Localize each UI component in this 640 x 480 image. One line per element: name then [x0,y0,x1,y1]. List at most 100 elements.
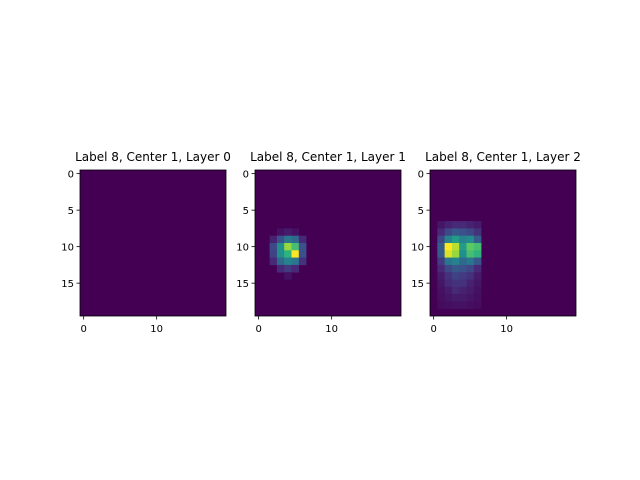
heatmap-cell [291,250,300,258]
heatmap-cell [437,257,445,266]
heatmap-cell [451,301,460,309]
heatmap-cell [466,243,475,251]
heatmap-cell [451,228,460,236]
heatmap-cell [444,301,453,309]
y-tick-label: 10 [411,242,424,253]
heatmap-cell [459,294,467,302]
heatmap-cell [466,272,475,280]
heatmap-cell [459,250,467,258]
y-tick-label: 15 [236,279,249,290]
y-tick-label: 5 [418,206,424,217]
heatmap-cell [473,250,482,258]
heatmap-cell [291,257,300,266]
heatmap-cell [284,250,292,258]
heatmap-cell [276,228,285,236]
x-tick-label: 0 [255,324,261,335]
heatmap-cell [284,228,292,236]
heatmap-cell [466,279,475,288]
heatmap-cell [444,235,453,244]
panel-title: Label 8, Center 1, Layer 0 [75,150,231,164]
heatmap-cell [466,228,475,236]
y-tick-label: 5 [243,206,249,217]
heatmap-cell [284,257,292,266]
heatmap-cell [451,250,460,258]
heatmap-cell [444,294,453,302]
axes-frame [79,169,227,317]
heatmap-cell [437,286,445,295]
heatmap-cell [276,250,285,258]
heatmap-cell [459,272,467,280]
heatmap-cell [473,301,482,309]
heatmap-cell [466,264,475,273]
heatmap-cell [437,228,445,236]
heatmap-cell [437,235,445,244]
heatmap-cell [451,235,460,244]
heatmap-cell [473,264,482,273]
heatmap-cell [444,257,453,266]
heatmap-cell [451,279,460,288]
heatmap-cell [451,243,460,251]
heatmap-cell [459,221,467,229]
heatmap-cell [459,264,467,273]
x-tick-label: 10 [500,324,513,335]
heatmap-cell [459,279,467,288]
heatmap-cell [284,243,292,251]
heatmap-cell [451,264,460,273]
x-tick-label: 10 [150,324,163,335]
heatmap-cell [451,294,460,302]
heatmap-cell [437,279,445,288]
heatmap-cell [284,264,292,273]
heatmap-cell [444,250,453,258]
heatmap-cell [451,286,460,295]
heatmap-cell [473,294,482,302]
heatmap-cell [466,221,475,229]
heatmap-cell [269,243,278,251]
heatmap-cell [298,235,307,244]
heatmap-cell [298,257,307,266]
y-tick-label: 15 [61,279,74,290]
heatmap-cell [284,235,292,244]
y-tick-label: 10 [61,242,74,253]
heatmap-cell [473,243,482,251]
heatmap-cell [451,272,460,280]
heatmap-cell [437,243,445,251]
heatmap-cell [451,221,460,229]
heatmap-cell [437,221,445,229]
y-tick-label: 0 [68,169,74,180]
heatmap-cell [466,294,475,302]
heatmap-cell [466,286,475,295]
heatmap-cell [298,250,307,258]
heatmap-cell [444,228,453,236]
heatmap-cell [473,279,482,288]
heatmap-cell [451,257,460,266]
heatmap-cell [276,243,285,251]
heatmap-cell [298,243,307,251]
heatmap-panel: 0 10 0 5 10 15 Label 8, Center 1, Layer 2 [411,150,581,335]
heatmap-cell [444,221,453,229]
heatmap-cell [437,250,445,258]
heatmap-cell [473,286,482,295]
heatmap-cell [459,243,467,251]
y-tick-label: 0 [418,169,424,180]
panel-title: Label 8, Center 1, Layer 1 [250,150,406,164]
heatmap-cell [466,235,475,244]
heatmap-cell [444,272,453,280]
heatmap-cell [444,264,453,273]
heatmap-cell [473,235,482,244]
heatmap-cell [284,272,292,280]
heatmap-cell [291,264,300,273]
heatmap-cell [291,235,300,244]
y-tick-label: 10 [236,242,249,253]
heatmap-cell [444,279,453,288]
y-tick-label: 0 [243,169,249,180]
panel-title: Label 8, Center 1, Layer 2 [425,150,581,164]
heatmap-cell [459,301,467,309]
heatmap-cell [269,250,278,258]
heatmap-cell [437,301,445,309]
heatmap-cell [466,301,475,309]
heatmap-cell [437,264,445,273]
heatmap-cell [473,257,482,266]
heatmap-cell [459,257,467,266]
axes-frame [429,169,577,317]
